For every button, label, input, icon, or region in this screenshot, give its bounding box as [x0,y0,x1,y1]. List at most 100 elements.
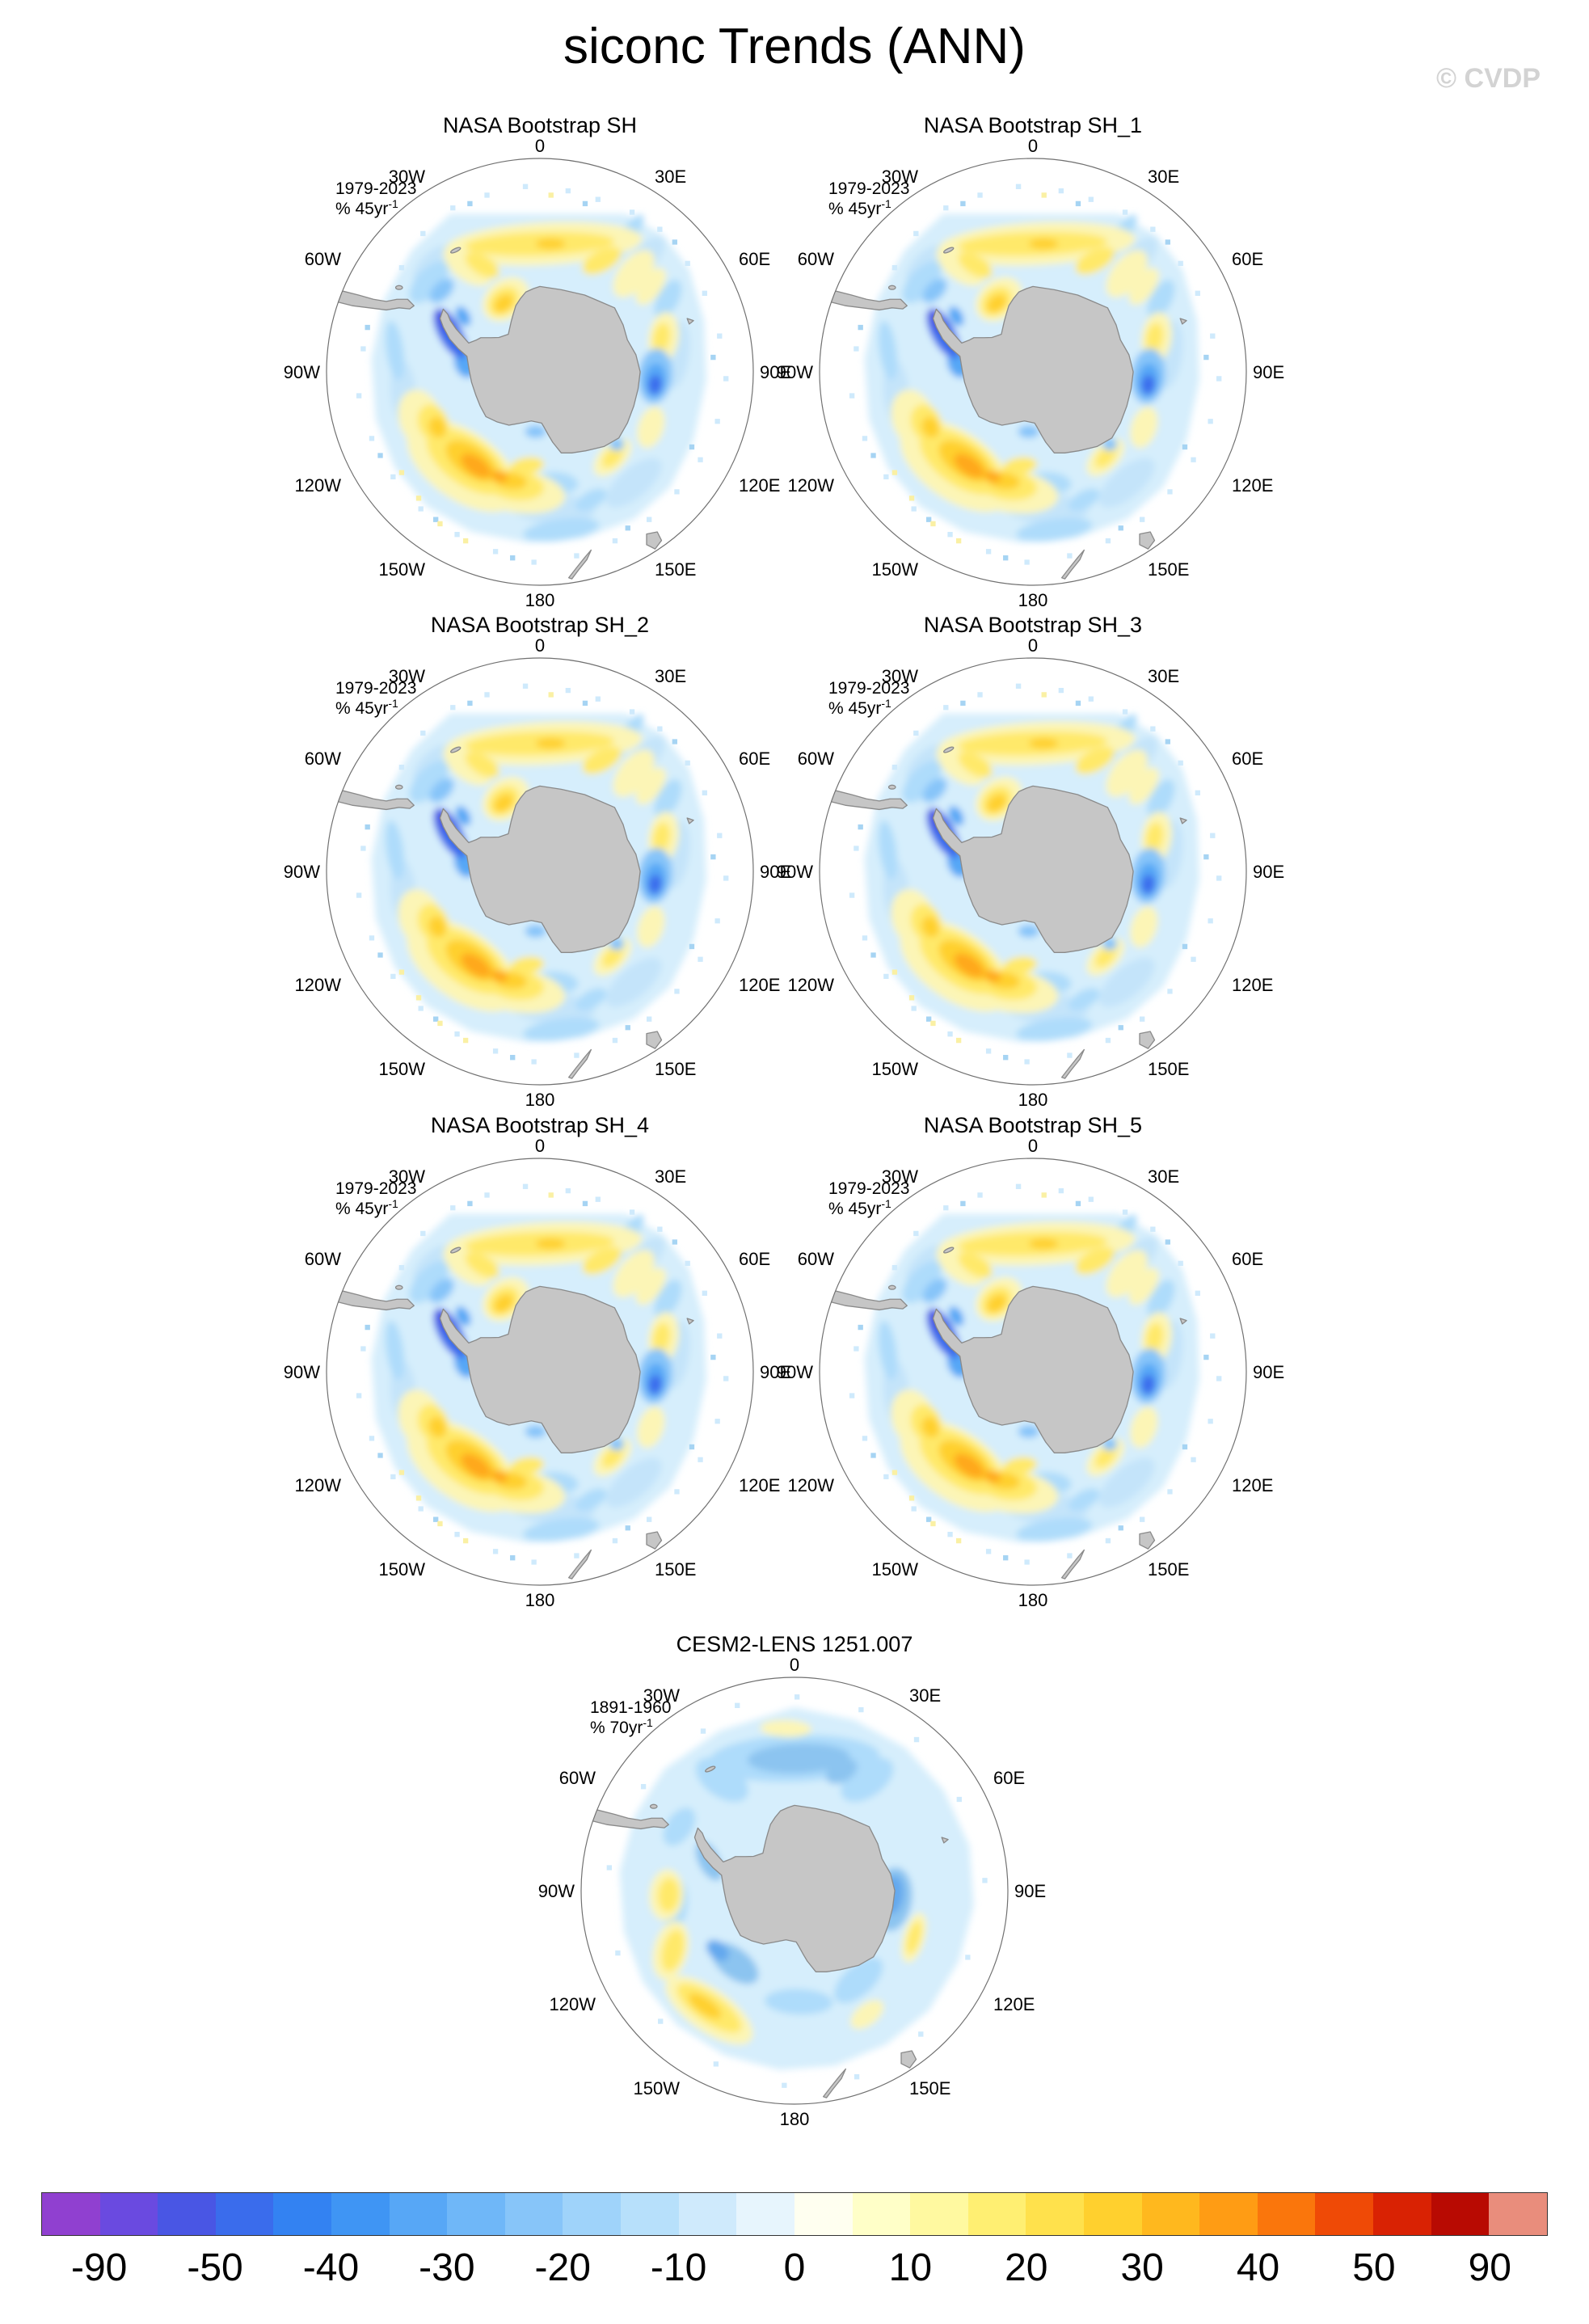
lon-label: 90E [760,1362,791,1382]
lon-label: 120E [1232,475,1273,496]
lon-label: 180 [780,2109,810,2129]
figure-title: siconc Trends (ANN) [563,19,1026,74]
lon-label: 150E [1148,559,1189,580]
lon-label: 120E [993,1994,1035,2014]
lon-label: 60W [798,249,834,269]
lon-label: 90W [284,862,320,882]
lon-label: 120W [550,1994,596,2014]
colorbar-segment [447,2193,505,2235]
panel-units: % 45yr-1 [335,697,398,718]
panel-title: NASA Bootstrap SH_5 [924,1113,1142,1137]
lon-label: 120E [739,975,780,995]
lon-label: 150W [634,2078,681,2098]
lon-label: 0 [1028,1136,1038,1156]
lon-label: 0 [535,635,545,656]
lon-label: 120E [739,1475,780,1495]
polar-map [820,1158,1246,1585]
lon-label: 120E [739,475,780,496]
lon-label: 180 [1018,1590,1048,1610]
colorbar-segment [99,2193,158,2235]
lon-label: 30W [882,1166,918,1187]
polar-map-svg: NASA Bootstrap SH_3 1979-2023 % 45yr-1 0… [777,613,1284,1110]
lon-label: 150E [1148,1559,1189,1580]
colorbar-segment [1257,2193,1316,2235]
lon-label: 180 [1018,590,1048,610]
map-panel: NASA Bootstrap SH_2 1979-2023 % 45yr-1 0… [273,605,807,1138]
lon-label: 150E [909,2078,950,2098]
panel-title: CESM2-LENS 1251.007 [676,1632,913,1656]
map-panel: NASA Bootstrap SH_5 1979-2023 % 45yr-1 0… [766,1105,1300,1639]
colorbar-tick: -10 [650,2246,707,2289]
lon-label: 90E [1253,362,1284,382]
lon-label: 120W [788,975,835,995]
panel-title: NASA Bootstrap SH_4 [431,1113,649,1137]
lon-label: 60E [739,749,770,769]
colorbar-tick: 90 [1468,2246,1511,2289]
lon-label: 60E [1232,749,1263,769]
colorbar-tick: 10 [888,2246,933,2289]
lon-label: 0 [535,136,545,156]
colorbar-tick: 20 [1005,2246,1048,2289]
lon-label: 30W [882,666,918,686]
panel-units: % 45yr-1 [828,197,891,218]
polar-map [820,658,1246,1085]
lon-label: 180 [525,1090,555,1110]
panel-units: % 45yr-1 [828,697,891,718]
colorbar-tick: 40 [1236,2246,1280,2289]
colorbar-segment [1373,2193,1431,2235]
lon-label: 90E [760,362,791,382]
colorbar-segment [678,2193,737,2235]
colorbar-tick: -90 [71,2246,128,2289]
lon-label: 90W [284,362,320,382]
lon-label: 150W [872,559,919,580]
lon-label: 120W [295,475,342,496]
panel-title: NASA Bootstrap SH_2 [431,613,649,637]
colorbar-segment [273,2193,332,2235]
polar-map-svg: CESM2-LENS 1251.007 1891-1960 % 70yr-1 0… [538,1632,1046,2129]
lon-label: 60E [1232,1249,1263,1269]
polar-map [327,158,753,585]
colorbar-segment [1083,2193,1142,2235]
lon-label: 30E [1148,666,1179,686]
lon-label: 120E [1232,1475,1273,1495]
panel-period: 1979-2023 [335,1179,416,1198]
panel-period: 1979-2023 [828,1179,909,1198]
panel-period: 1979-2023 [828,679,909,698]
panel-period: 1979-2023 [335,179,416,198]
lon-label: 90W [777,362,813,382]
colorbar-segment [967,2193,1026,2235]
polar-map-svg: NASA Bootstrap SH_2 1979-2023 % 45yr-1 0… [284,613,791,1110]
map-panel: NASA Bootstrap SH_3 1979-2023 % 45yr-1 0… [766,605,1300,1138]
lon-label: 30E [1148,167,1179,187]
colorbar-segment [42,2193,100,2235]
colorbar-tick: 50 [1352,2246,1396,2289]
panel-units: % 45yr-1 [828,1197,891,1218]
colorbar-tick: -40 [302,2246,360,2289]
lon-label: 90W [538,1881,575,1901]
lon-label: 90E [1253,1362,1284,1382]
lon-label: 90E [760,862,791,882]
colorbar-segment [563,2193,622,2235]
lon-label: 0 [1028,635,1038,656]
lon-label: 60W [305,1249,341,1269]
colorbar-segment [215,2193,274,2235]
lon-label: 150W [379,559,426,580]
lon-label: 30E [655,167,686,187]
panel-title: NASA Bootstrap SH [443,113,637,137]
colorbar-tick: 30 [1120,2246,1164,2289]
colorbar-segment [736,2193,794,2235]
lon-label: 150W [872,1059,919,1079]
colorbar-segment [504,2193,563,2235]
colorbar-segment [1141,2193,1200,2235]
lon-label: 60E [993,1768,1025,1788]
lon-label: 180 [525,1590,555,1610]
map-panel: NASA Bootstrap SH_4 1979-2023 % 45yr-1 0… [273,1105,807,1639]
panel-title: NASA Bootstrap SH_3 [924,613,1142,637]
colorbar-segment [1489,2193,1547,2235]
lon-label: 120W [788,475,835,496]
lon-label: 30W [643,1685,680,1706]
map-panel: CESM2-LENS 1251.007 1891-1960 % 70yr-1 0… [528,1624,1061,2157]
panel-period: 1979-2023 [335,679,416,698]
lon-label: 180 [525,590,555,610]
